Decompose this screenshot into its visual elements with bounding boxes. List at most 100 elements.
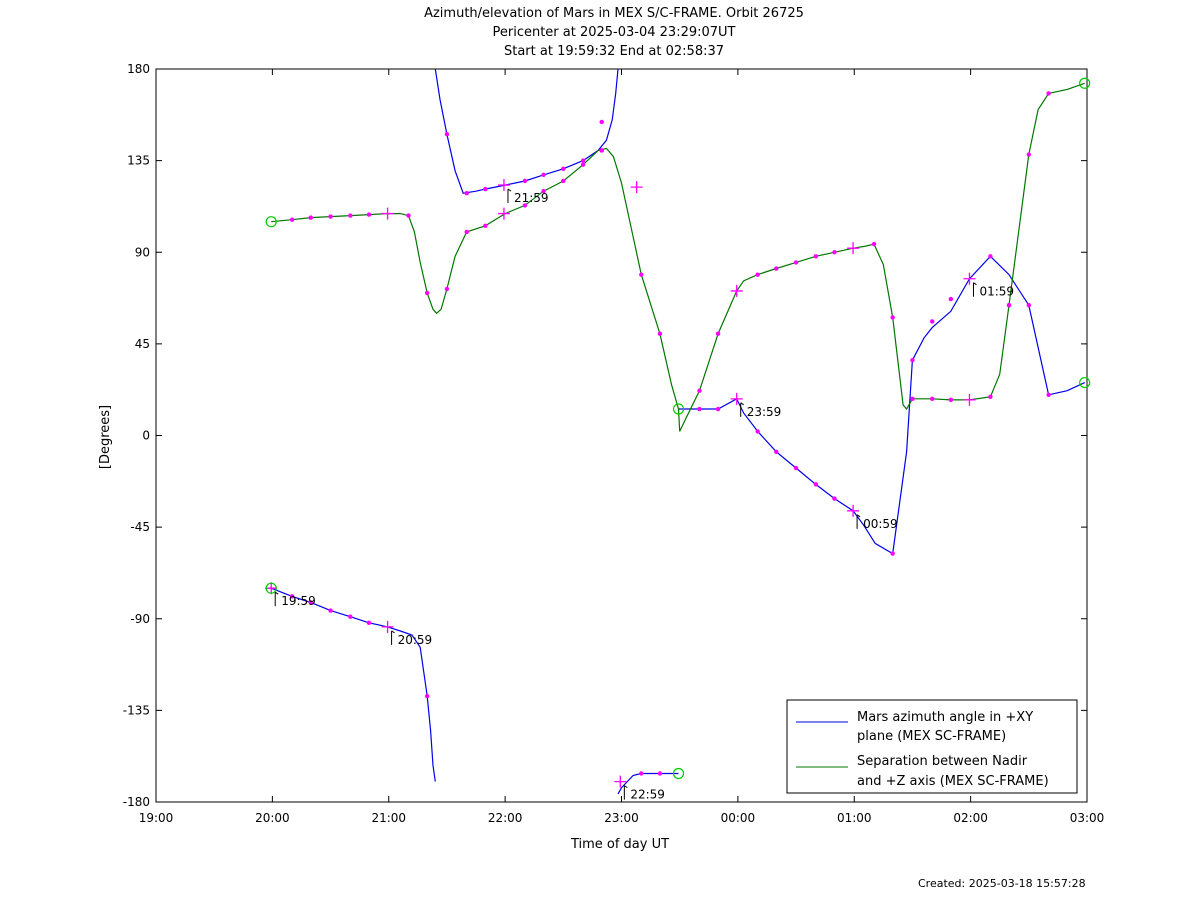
data-point-marker [1026, 152, 1032, 157]
data-point-marker [464, 229, 469, 235]
endpoint-marker [265, 216, 277, 228]
annotation-label: 20:59 [398, 633, 433, 647]
data-point-marker [871, 241, 877, 247]
y-tick-label: -135 [123, 703, 150, 717]
data-point-marker [308, 600, 313, 605]
data-point-marker [793, 260, 799, 265]
data-point-marker [774, 266, 779, 271]
data-point-marker [522, 203, 528, 208]
data-point-marker [948, 296, 954, 302]
legend-label-separation-line-2: and +Z axis (MEX SC-FRAME) [857, 774, 1049, 789]
data-point-marker [328, 214, 333, 219]
plot-area-frame [155, 68, 1088, 803]
data-point-marker [328, 608, 333, 613]
data-point-marker [890, 315, 895, 320]
data-point-marker [930, 319, 935, 324]
chart-title: Azimuth/elevation of Mars in MEX S/C-FRA… [424, 6, 804, 59]
data-point-marker [406, 213, 411, 218]
endpoint-marker [672, 767, 685, 780]
data-point-marker [697, 388, 702, 393]
data-point-marker [639, 272, 644, 277]
y-tick-label: -45 [130, 520, 150, 534]
x-tick-label: 00:00 [721, 811, 756, 825]
annotation-pointer-hook [274, 591, 279, 595]
data-point-marker [289, 217, 295, 222]
legend: Mars azimuth angle in +XY plane (MEX SC-… [786, 699, 1078, 794]
annotation-label: 01:59 [979, 285, 1014, 299]
data-point-marker [715, 331, 721, 336]
y-tick-label: -90 [130, 612, 150, 626]
y-tick-label: 90 [135, 245, 150, 259]
data-point-marker [755, 272, 760, 277]
data-point-marker [988, 394, 993, 400]
annotation-pointer-hook [856, 514, 861, 518]
marker-layer [265, 77, 1091, 788]
y-axis: 180 135 90 45 0 -45 -90 -135 -180 [123, 62, 1087, 809]
azimuth-series-line [434, 68, 619, 194]
hour-cross-marker [497, 179, 510, 192]
data-point-marker [832, 496, 837, 501]
data-point-marker [483, 186, 488, 192]
annotation-pointer-hook [391, 630, 395, 634]
data-point-marker [464, 191, 469, 196]
data-point-marker [444, 286, 450, 292]
hour-cross-marker [730, 392, 743, 405]
y-tick-label: 180 [127, 62, 150, 76]
data-point-marker [1046, 392, 1051, 397]
endpoint-marker [265, 582, 277, 594]
data-point-marker [580, 158, 586, 163]
legend-label-azimuth-line-1: Mars azimuth angle in +XY [857, 710, 1033, 725]
y-tick-label: 135 [127, 154, 150, 168]
azimuth-series-line [617, 772, 679, 795]
data-point-marker [308, 215, 313, 220]
data-point-marker [910, 357, 915, 363]
data-point-marker [988, 254, 993, 259]
data-point-marker [424, 693, 430, 699]
annotation-pointer-hook [507, 188, 512, 192]
data-point-marker [793, 465, 799, 471]
x-tick-label: 02:00 [953, 811, 988, 825]
data-point-marker [657, 771, 663, 776]
x-tick-label: 20:00 [255, 811, 290, 825]
data-point-marker [580, 162, 586, 167]
data-point-marker [541, 172, 546, 178]
data-point-marker [910, 396, 915, 402]
data-point-marker [832, 250, 837, 255]
x-axis-label: Time of day UT [570, 837, 669, 852]
legend-box [786, 699, 1078, 794]
data-point-marker [755, 429, 760, 434]
data-point-marker [289, 594, 295, 599]
azimuth-series-line [678, 255, 1085, 555]
chart-title-line-3: Start at 19:59:32 End at 02:58:37 [504, 44, 724, 59]
hour-cross-marker [847, 504, 860, 517]
y-axis-label: [Degrees] [98, 405, 113, 469]
x-tick-label: 22:00 [488, 811, 523, 825]
hour-cross-marker [630, 181, 643, 194]
data-point-marker [774, 449, 779, 454]
data-point-marker [930, 396, 935, 402]
created-timestamp: Created: 2025-03-18 15:57:28 [918, 877, 1086, 890]
hour-cross-marker [614, 775, 627, 788]
chart-title-line-1: Azimuth/elevation of Mars in MEX S/C-FRA… [424, 6, 804, 21]
azimuth-series-line [270, 587, 436, 782]
chart-title-line-2: Pericenter at 2025-03-04 23:29:07UT [492, 25, 735, 40]
y-tick-label: 0 [142, 429, 150, 443]
annotation-pointer-hook [740, 402, 744, 406]
data-point-marker [424, 290, 430, 296]
annotation-pointer-hook [624, 785, 628, 789]
hour-cross-marker [381, 620, 394, 633]
x-tick-label: 03:00 [1070, 811, 1105, 825]
legend-label-separation-line-1: Separation between Nadir [857, 754, 1028, 769]
data-point-marker [948, 397, 954, 403]
data-point-marker [1006, 302, 1012, 308]
x-tick-label: 19:00 [139, 811, 174, 825]
x-tick-label: 21:00 [371, 811, 406, 825]
hour-cross-marker [497, 207, 510, 220]
data-point-marker [522, 178, 528, 184]
data-point-marker [541, 188, 546, 194]
data-point-marker [561, 166, 566, 171]
data-point-marker [348, 213, 353, 218]
annotation-label: 22:59 [630, 788, 665, 802]
data-point-marker [599, 148, 604, 153]
